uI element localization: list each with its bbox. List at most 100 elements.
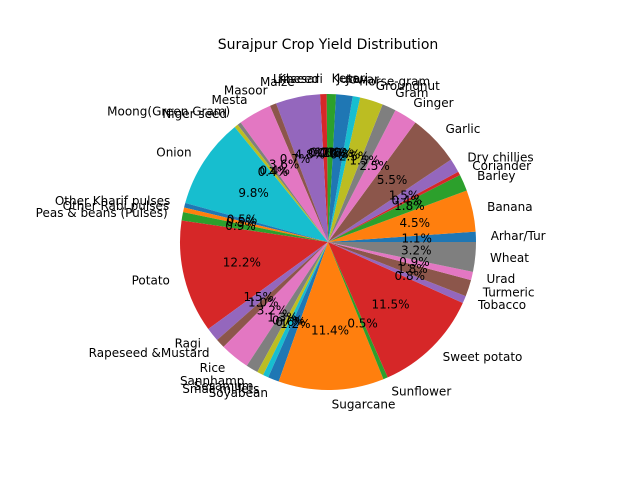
slice-percent-wheat: 3.2% (401, 244, 432, 258)
slice-label-barley: Barley (477, 169, 515, 183)
slice-percent-peas-beans-pulses: 0.9% (225, 219, 256, 233)
slice-percent-turmeric: 1.8% (397, 262, 428, 276)
slice-percent-other-kharif-pulses: 0.5% (227, 213, 258, 227)
slice-label-rapeseed-mustard: Rapeseed &Mustard (89, 346, 210, 360)
slice-label-small-millets: Small millets (182, 382, 259, 396)
pie-slice-banana (328, 190, 476, 242)
pie-slice-niger-seed (234, 124, 328, 242)
slice-percent-dry-chillies: 1.5% (389, 189, 420, 203)
slice-percent-sannhamp: 1.3% (267, 311, 298, 325)
pie-slice-coriander (328, 171, 460, 242)
pie-slice-horse-gram (328, 96, 361, 242)
slice-percent-soyabean: 1.2% (280, 317, 311, 331)
pie-slice-potato (179, 220, 328, 329)
slice-label-sweet-potato: Sweet potato (443, 350, 523, 364)
slice-percent-barley: 1.8% (394, 199, 425, 213)
slice-label-horse-gram: Horse-gram (359, 75, 430, 89)
pie-slice-peas-beans-pulses (181, 212, 328, 242)
pie-slice-masoor (269, 103, 328, 242)
slice-label-coriander: Coriander (472, 159, 531, 173)
slice-percent-onion: 9.8% (238, 186, 269, 200)
slice-percent-jute: 0.0% (318, 146, 349, 160)
slice-percent-sunflower: 0.5% (347, 316, 378, 330)
slice-percent-sweet-potato: 11.5% (371, 298, 409, 312)
slice-label-jowar: Jowar (345, 73, 379, 87)
slice-label-niger-seed: Niger seed (162, 107, 227, 121)
slice-label-urad: Urad (487, 272, 516, 286)
pie-slice-maize (276, 94, 328, 242)
pie-slice-sunflower (328, 242, 388, 380)
slice-label-sugarcane: Sugarcane (332, 397, 396, 411)
slice-label-gram: Gram (395, 86, 428, 100)
pie-slice-sannhamp (246, 242, 328, 373)
slice-label-wheat: Wheat (490, 251, 529, 265)
pie-slice-sweet-potato (328, 242, 463, 378)
slice-percent-niger-seed: 0.4% (258, 165, 289, 179)
slice-percent-rapeseed-mustard: 1.0% (248, 295, 279, 309)
pie-slice-barley (328, 175, 467, 242)
slice-label-sannhamp: Sannhamp (180, 374, 244, 388)
pie-slice-sesamum (257, 242, 328, 376)
chart-title: Surajpur Crop Yield Distribution (218, 37, 439, 53)
pie-slice-dry-chillies (328, 159, 459, 242)
pie-slice-tobacco (328, 242, 466, 304)
slice-label-mesta: Mesta (211, 93, 247, 107)
slice-percent-garlic: 5.5% (377, 173, 408, 187)
slice-percent-mesta: 3.6% (269, 157, 300, 171)
slice-label-garlic: Garlic (446, 122, 481, 136)
slice-label-masoor: Masoor (224, 83, 268, 97)
slice-percent-masoor: 0.7% (280, 152, 311, 166)
slice-percent-ginger: 2.5% (359, 159, 390, 173)
slice-label-linseed: Linseed (273, 72, 319, 86)
pie-slice-rapeseed-mustard (217, 242, 328, 347)
pie-slice-jowar (328, 94, 353, 242)
pie-slice-gram (328, 104, 396, 243)
slice-percent-coriander: 0.4% (391, 193, 422, 207)
slice-label-sesamum: Sesamum (194, 379, 254, 393)
pie-slice-urad (328, 242, 473, 281)
slice-percent-sesamum: 0.7% (272, 313, 303, 327)
slice-label-khesari: Khesari (278, 72, 323, 86)
slice-percent-potato: 12.2% (223, 256, 261, 270)
pie-slice-mesta (240, 105, 328, 242)
slice-percent-kesari: 1.0% (315, 146, 346, 160)
pie-slice-small-millets (263, 242, 328, 378)
slice-label-jute: Jute (336, 72, 360, 86)
slice-percent-sugarcane: 11.4% (311, 323, 349, 337)
slice-label-moong-green-gram: Moong(Green Gram) (107, 104, 230, 118)
slice-percent-urad: 0.9% (399, 255, 430, 269)
slice-label-banana: Banana (487, 200, 533, 214)
slice-percent-ragi: 1.5% (243, 290, 274, 304)
slice-percent-banana: 4.5% (400, 216, 431, 230)
slice-label-sunflower: Sunflower (391, 385, 451, 399)
slice-percent-moong-green-gram: 0.4% (259, 164, 290, 178)
slice-label-dry-chillies: Dry chillies (467, 150, 533, 164)
pie-labels: Arhar/Tur 1.1% Banana 4.5% Barley 1.8% Coriand… (36, 72, 546, 412)
pie-slice-rice (223, 242, 328, 366)
slice-label-other-kharif-pulses: Other Kharif pulses (55, 194, 170, 208)
slice-label-peas-beans-pulses: Peas & beans (Pulses) (36, 206, 168, 220)
slice-label-groundnut: Groundnut (376, 79, 440, 93)
slice-percent-tobacco: 0.8% (395, 269, 426, 283)
slice-percent-gram: 1.5% (349, 154, 380, 168)
slice-label-onion: Onion (156, 146, 191, 160)
slice-label-tobacco: Tobacco (477, 298, 526, 312)
pie-slice-soyabean (268, 242, 328, 382)
pie-slice-ginger (328, 110, 416, 243)
slice-label-rice: Rice (200, 361, 226, 375)
pie-slice-garlic (328, 122, 451, 242)
slice-percent-other-rabi-pulses: 0.5% (226, 215, 257, 229)
pie-slice-khesari (320, 94, 328, 242)
slice-label-arhar-tur: Arhar/Tur (491, 229, 546, 243)
pie-slice-sugarcane (278, 242, 384, 390)
slice-percent-groundnut: 2.5% (339, 150, 370, 164)
pie-slice-other-kharif-pulses (184, 203, 328, 242)
pie-slice-arhar-tur (328, 231, 476, 242)
slice-percent-maize: 4.8% (295, 148, 326, 162)
slice-percent-rice: 3.2% (257, 303, 288, 317)
slice-percent-jowar: 1.8% (323, 146, 354, 160)
pie-slice-moong-green-gram (237, 122, 328, 242)
pie-slice-wheat (328, 242, 476, 272)
slice-percent-horse-gram: 0.8% (330, 147, 361, 161)
